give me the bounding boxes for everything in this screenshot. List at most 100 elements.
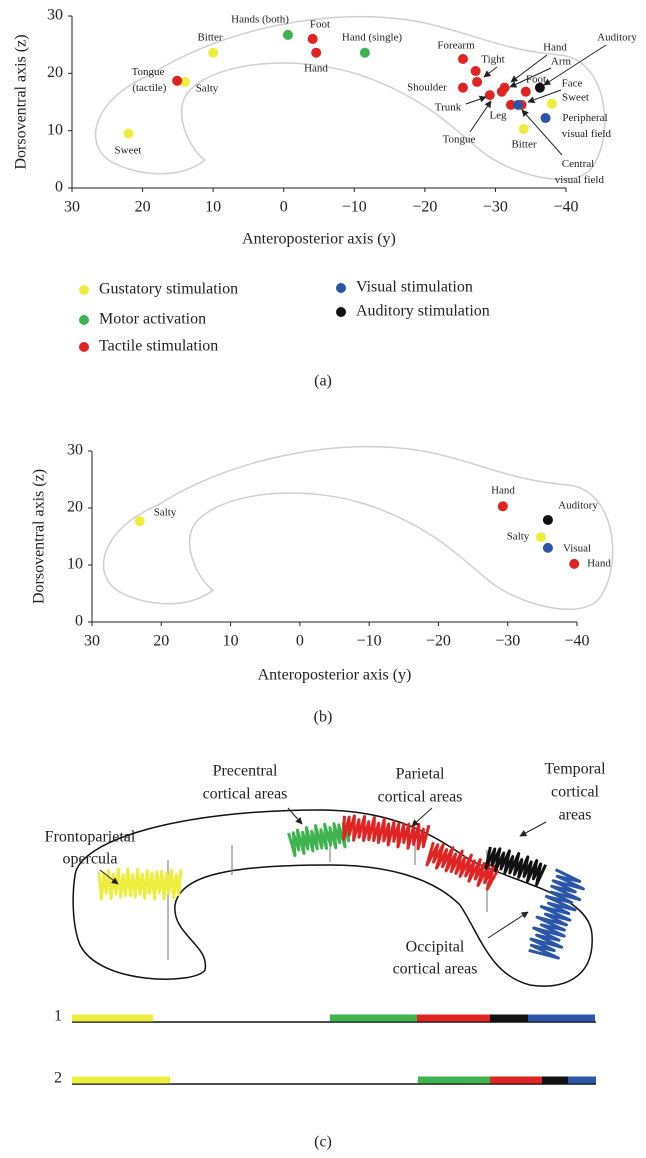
row-label: 1 <box>54 1008 62 1025</box>
point-label: Arm <box>551 56 572 68</box>
scribble <box>425 841 500 891</box>
x-tick-label: 30 <box>84 633 100 650</box>
point-label: Salty <box>154 507 177 519</box>
point-label: Sweet <box>115 145 142 157</box>
point-label: Tight <box>481 54 504 66</box>
point-label: Hand <box>304 63 328 75</box>
area-label: Frontoparietal <box>45 829 136 846</box>
y-tick-label: 30 <box>47 7 63 24</box>
point <box>134 516 145 527</box>
x-tick-label: −30 <box>483 199 508 216</box>
point-label: Hand <box>543 42 567 54</box>
point <box>518 123 529 134</box>
point <box>520 86 531 97</box>
brain-outline <box>94 15 606 181</box>
point <box>208 47 219 58</box>
point <box>457 82 468 93</box>
point <box>546 98 557 109</box>
legend-label: Auditory stimulation <box>356 303 490 320</box>
y-tick-label: 20 <box>67 499 83 516</box>
point-label: Auditory <box>558 500 598 512</box>
brain-diagram <box>72 809 593 987</box>
label-arrow <box>543 44 607 86</box>
y-tick-label: 10 <box>47 121 63 138</box>
x-tick-label: −30 <box>495 633 520 650</box>
point <box>457 54 468 64</box>
point <box>179 76 190 87</box>
area-label: opercula <box>62 851 117 868</box>
point <box>542 542 553 553</box>
point-label: Hand <box>491 485 515 497</box>
point-label: Tongue (tactile) <box>130 66 167 94</box>
point-label: Visual <box>563 543 591 555</box>
panel-label: (a) <box>314 373 332 390</box>
x-tick-label: −10 <box>342 199 367 216</box>
area-label: Temporal <box>544 761 606 778</box>
arrow <box>411 807 433 827</box>
point <box>513 99 524 110</box>
point-label: Sweet <box>562 92 589 104</box>
label-arrow <box>509 67 552 88</box>
scribble <box>484 846 547 887</box>
point-label: Foot <box>526 74 546 86</box>
panel-label: (c) <box>314 1134 332 1151</box>
point-label: Salty <box>196 83 219 95</box>
legend-marker <box>336 283 346 293</box>
point-label: Leg <box>489 110 507 122</box>
legend-marker <box>79 315 89 325</box>
x-tick-label: 10 <box>205 199 221 216</box>
scribble <box>287 821 351 858</box>
point <box>497 501 508 512</box>
point <box>534 82 545 93</box>
label-arrow <box>483 66 498 78</box>
brain-outline <box>102 445 614 611</box>
area-label: cortical areas <box>378 789 463 806</box>
y-tick-label: 0 <box>75 613 83 630</box>
y-tick-label: 20 <box>47 64 63 81</box>
y-tick-label: 30 <box>67 442 83 459</box>
legend-label: Gustatory stimulation <box>99 281 238 298</box>
point-label: Hand <box>587 558 611 570</box>
legend-marker <box>79 285 89 295</box>
point <box>359 47 370 58</box>
arrow <box>99 869 119 885</box>
scribble <box>342 814 431 851</box>
point <box>540 113 551 124</box>
point <box>123 128 134 139</box>
point-label: Trunk <box>435 102 462 114</box>
point-label: Bitter <box>511 139 536 151</box>
point <box>496 86 507 97</box>
label-arrow <box>527 89 562 104</box>
row-label: 2 <box>54 1070 62 1087</box>
area-label: cortical areas <box>203 786 288 803</box>
label-arrow <box>465 95 487 105</box>
point <box>470 66 481 77</box>
point-label: Shoulder <box>407 82 447 94</box>
y-tick-label: 10 <box>67 556 83 573</box>
legend-label: Visual stimulation <box>356 279 473 296</box>
y-tick-label: 0 <box>55 179 63 196</box>
arrow <box>487 911 529 939</box>
scribbles <box>97 814 585 960</box>
area-label: Occipital <box>406 939 465 956</box>
arrows <box>99 807 547 939</box>
point <box>472 76 483 87</box>
x-tick-label: 0 <box>296 633 304 650</box>
point-label: Peripheral visual field <box>559 112 611 140</box>
arrow <box>287 807 303 825</box>
point-label: Hand (single) <box>342 32 403 44</box>
legend-label: Motor activation <box>99 311 206 328</box>
point <box>569 558 580 569</box>
point <box>172 75 183 86</box>
area-label: Parietal <box>396 766 445 783</box>
point-label: Forearm <box>437 40 475 52</box>
legend-marker <box>336 307 346 317</box>
x-tick-label: 20 <box>135 199 151 216</box>
legend-marker <box>79 342 89 352</box>
x-tick-label: 0 <box>280 199 288 216</box>
x-tick-label: −40 <box>553 199 578 216</box>
x-tick-label: 20 <box>153 633 169 650</box>
x-axis-title: Anteroposterior axis (y) <box>258 667 412 684</box>
point <box>311 47 322 58</box>
label-arrow <box>510 54 548 83</box>
